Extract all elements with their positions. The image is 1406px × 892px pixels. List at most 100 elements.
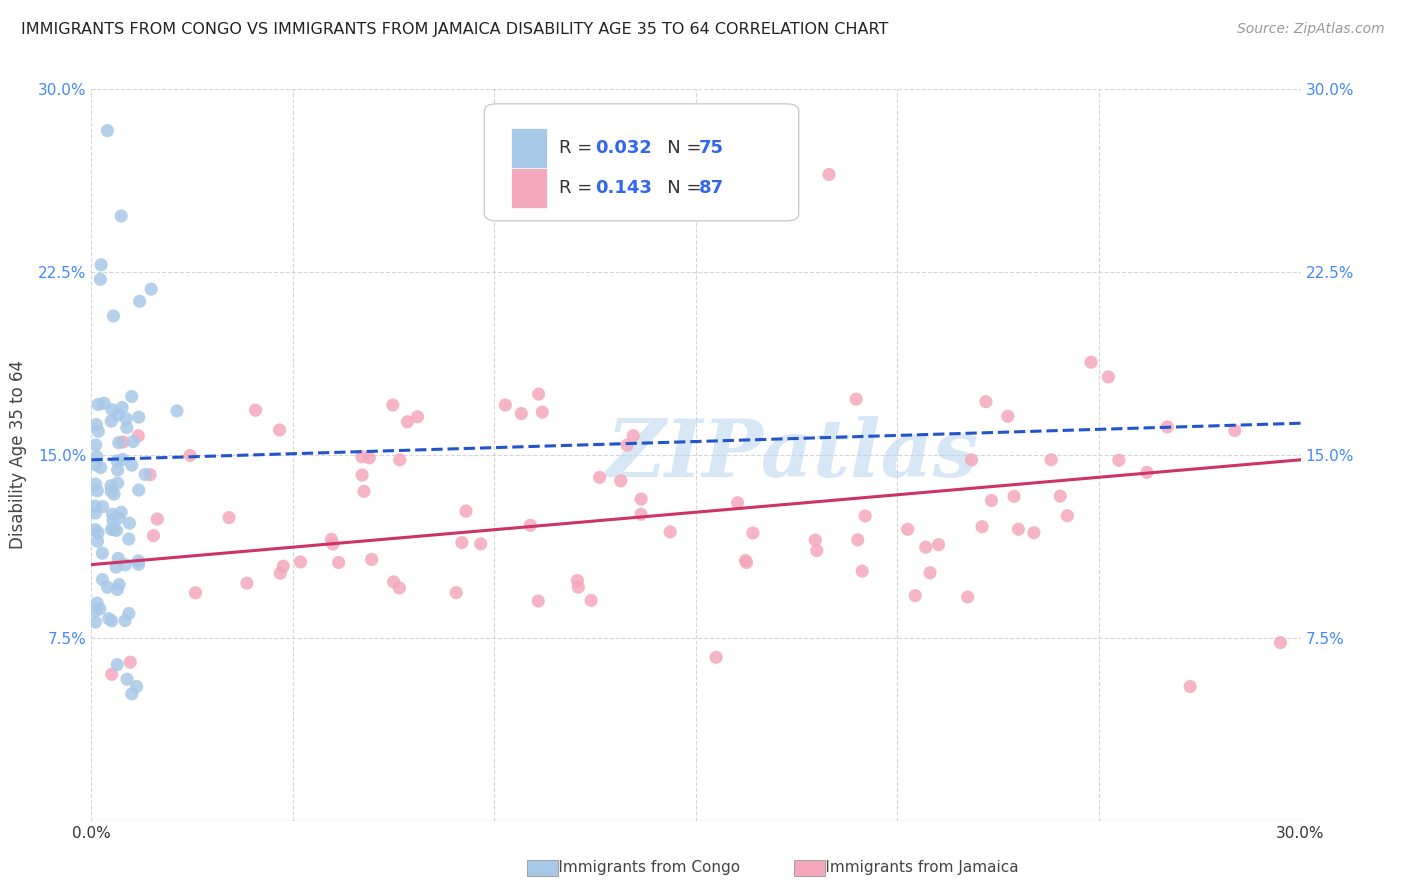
Point (360, 552, 382, 566)
Point (527, 387, 550, 401)
Y-axis label: Disability Age 35 to 64: Disability Age 35 to 64 (8, 360, 27, 549)
Point (96, 580, 118, 594)
Point (1156, 420, 1178, 434)
Point (1002, 489, 1025, 503)
Point (115, 411, 138, 425)
Point (87, 525, 110, 540)
Point (120, 655, 142, 669)
Text: N =: N = (650, 179, 707, 197)
Point (141, 282, 163, 296)
Point (103, 523, 125, 537)
Point (118, 607, 141, 621)
Point (382, 574, 405, 589)
Point (128, 410, 150, 425)
Point (269, 566, 291, 581)
Point (110, 209, 132, 223)
Text: 0.032: 0.032 (596, 139, 652, 157)
Point (111, 401, 134, 415)
Point (93, 396, 115, 410)
Point (128, 483, 150, 497)
Point (845, 392, 868, 406)
Point (103, 309, 125, 323)
Text: 75: 75 (699, 139, 724, 157)
Point (527, 594, 550, 608)
Point (454, 504, 477, 518)
Point (86, 417, 108, 432)
Point (1022, 525, 1045, 540)
Point (127, 429, 149, 443)
Point (350, 450, 373, 464)
Point (396, 415, 419, 429)
Point (321, 533, 343, 547)
Point (118, 516, 141, 530)
Point (105, 524, 128, 538)
Point (970, 520, 993, 534)
Point (328, 556, 350, 570)
Text: Source: ZipAtlas.com: Source: ZipAtlas.com (1237, 22, 1385, 37)
Point (110, 505, 132, 519)
Point (103, 487, 125, 501)
Point (90, 460, 112, 475)
Point (122, 434, 145, 449)
Text: 0.143: 0.143 (596, 179, 652, 197)
Point (84, 523, 107, 537)
Point (388, 453, 411, 467)
Point (105, 582, 128, 597)
Point (91, 500, 114, 514)
Point (271, 559, 294, 574)
Point (125, 680, 148, 694)
Point (100, 414, 122, 428)
Text: N =: N = (650, 139, 707, 157)
Text: Immigrants from Jamaica: Immigrants from Jamaica (801, 860, 1019, 874)
Point (704, 650, 727, 665)
Text: IMMIGRANTS FROM CONGO VS IMMIGRANTS FROM JAMAICA DISABILITY AGE 35 TO 64 CORRELA: IMMIGRANTS FROM CONGO VS IMMIGRANTS FROM… (21, 22, 889, 37)
Point (659, 524, 682, 539)
Point (97, 612, 120, 626)
Point (101, 402, 124, 417)
Point (96, 123, 118, 137)
Point (1178, 680, 1201, 694)
Point (87, 397, 110, 411)
Point (735, 556, 758, 570)
Point (184, 585, 207, 599)
Point (91, 546, 114, 560)
Point (114, 558, 136, 572)
Point (851, 564, 873, 578)
Point (980, 493, 1002, 508)
Point (86, 483, 108, 498)
Point (519, 518, 541, 533)
Point (107, 551, 129, 566)
Point (84, 506, 107, 520)
Point (353, 484, 375, 499)
Point (100, 479, 122, 493)
Point (269, 423, 291, 437)
Point (381, 398, 404, 412)
Point (105, 454, 128, 468)
Point (818, 168, 841, 182)
Text: 87: 87 (699, 179, 724, 197)
Point (84, 458, 107, 472)
Point (100, 484, 122, 499)
Point (997, 409, 1019, 424)
Point (1080, 355, 1102, 369)
Point (121, 687, 143, 701)
FancyBboxPatch shape (510, 168, 547, 208)
Point (121, 458, 143, 472)
Point (406, 409, 429, 424)
Point (115, 420, 138, 434)
Point (84, 438, 107, 452)
Point (914, 540, 936, 554)
Point (727, 496, 749, 510)
Point (139, 467, 162, 482)
Point (352, 468, 374, 483)
Text: ZIPatlas: ZIPatlas (606, 417, 979, 493)
Point (142, 529, 165, 543)
Point (107, 463, 129, 477)
Point (86, 450, 108, 464)
Point (107, 408, 129, 422)
Point (1270, 635, 1292, 649)
Point (897, 522, 920, 536)
Point (1056, 508, 1078, 523)
Point (114, 614, 136, 628)
Point (111, 452, 134, 467)
